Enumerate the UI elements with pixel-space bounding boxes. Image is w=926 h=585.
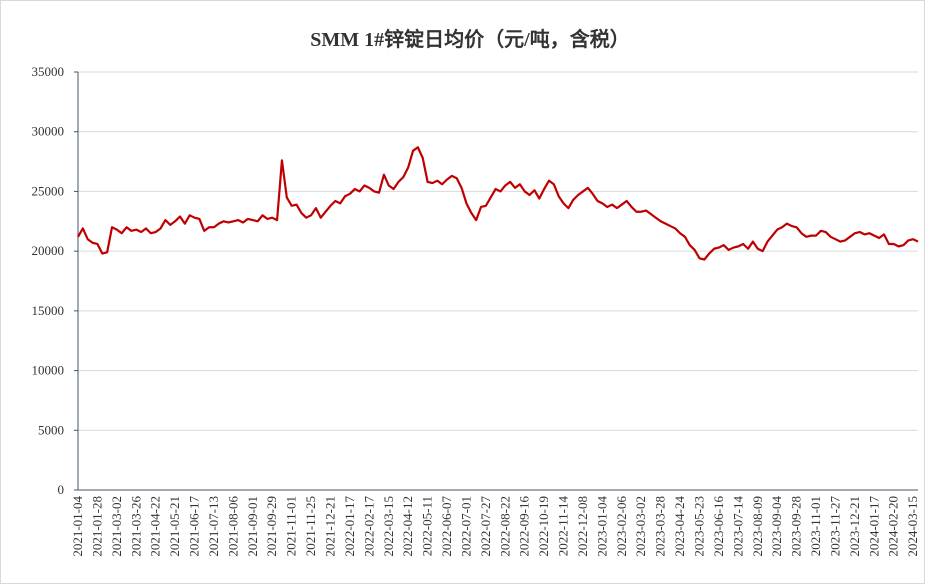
x-tick-label: 2021-08-06 — [225, 496, 240, 557]
x-tick-label: 2021-09-29 — [264, 496, 279, 557]
x-tick-label: 2023-09-28 — [789, 496, 804, 557]
y-tick-label: 15000 — [32, 303, 65, 318]
chart-title: SMM 1#锌锭日均价（元/吨，含税） — [310, 27, 629, 51]
x-tick-label: 2021-03-26 — [128, 496, 143, 557]
x-tick-label: 2022-09-16 — [517, 496, 532, 557]
x-tick-label: 2023-04-24 — [672, 496, 687, 557]
x-tick-label: 2022-01-17 — [342, 496, 357, 557]
y-tick-label: 0 — [58, 482, 65, 497]
x-tick-label: 2021-11-01 — [284, 496, 299, 556]
x-tick-label: 2021-05-21 — [167, 496, 182, 557]
y-tick-label: 30000 — [32, 124, 65, 139]
price-line — [77, 146, 919, 261]
x-tick-label: 2023-09-04 — [769, 496, 784, 557]
x-tick-label: 2023-03-28 — [653, 496, 668, 557]
x-tick-label: 2022-02-17 — [361, 496, 376, 557]
x-tick-label: 2022-05-11 — [420, 496, 435, 556]
x-tick-label: 2024-02-20 — [886, 496, 901, 557]
x-tick-label: 2021-09-01 — [245, 496, 260, 557]
y-tick-label: 35000 — [32, 64, 65, 79]
x-tick-label: 2023-06-16 — [711, 496, 726, 557]
x-tick-label: 2021-06-17 — [187, 496, 202, 557]
y-tick-label: 25000 — [32, 183, 65, 198]
x-tick-label: 2023-02-06 — [614, 496, 629, 557]
y-tick-label: 20000 — [32, 243, 65, 258]
x-tick-label: 2021-07-13 — [206, 496, 221, 557]
x-tick-label: 2022-03-15 — [381, 496, 396, 557]
x-tick-label: 2023-07-14 — [730, 496, 745, 557]
x-tick-label: 2022-07-27 — [478, 496, 493, 557]
x-tick-label: 2023-01-04 — [594, 496, 609, 557]
x-tick-label: 2023-08-09 — [750, 496, 765, 557]
x-tick-label: 2021-03-02 — [109, 496, 124, 557]
x-tick-label: 2023-12-21 — [847, 496, 862, 557]
x-tick-label: 2022-07-01 — [458, 496, 473, 557]
x-tick-label: 2021-11-25 — [303, 496, 318, 556]
x-tick-label: 2023-05-23 — [692, 496, 707, 557]
x-tick-label: 2021-04-22 — [148, 496, 163, 557]
x-tick-label: 2022-08-22 — [497, 496, 512, 557]
x-tick-label: 2024-01-17 — [866, 496, 881, 557]
x-tick-label: 2023-11-27 — [827, 496, 842, 557]
x-tick-label: 2023-11-01 — [808, 496, 823, 556]
x-tick-label: 2021-12-21 — [322, 496, 337, 557]
x-tick-label: 2022-06-07 — [439, 496, 454, 557]
y-tick-label: 5000 — [38, 422, 64, 437]
x-tick-label: 2024-03-15 — [905, 496, 920, 557]
y-tick-label: 10000 — [32, 363, 65, 378]
x-tick-label: 2022-10-19 — [536, 496, 551, 557]
x-tick-label: 2021-01-28 — [89, 496, 104, 557]
x-tick-label: 2021-01-04 — [70, 496, 85, 557]
x-tick-label: 2022-04-12 — [400, 496, 415, 557]
x-tick-label: 2022-11-14 — [556, 496, 571, 557]
x-tick-label: 2022-12-08 — [575, 496, 590, 557]
x-tick-label: 2023-03-02 — [633, 496, 648, 557]
